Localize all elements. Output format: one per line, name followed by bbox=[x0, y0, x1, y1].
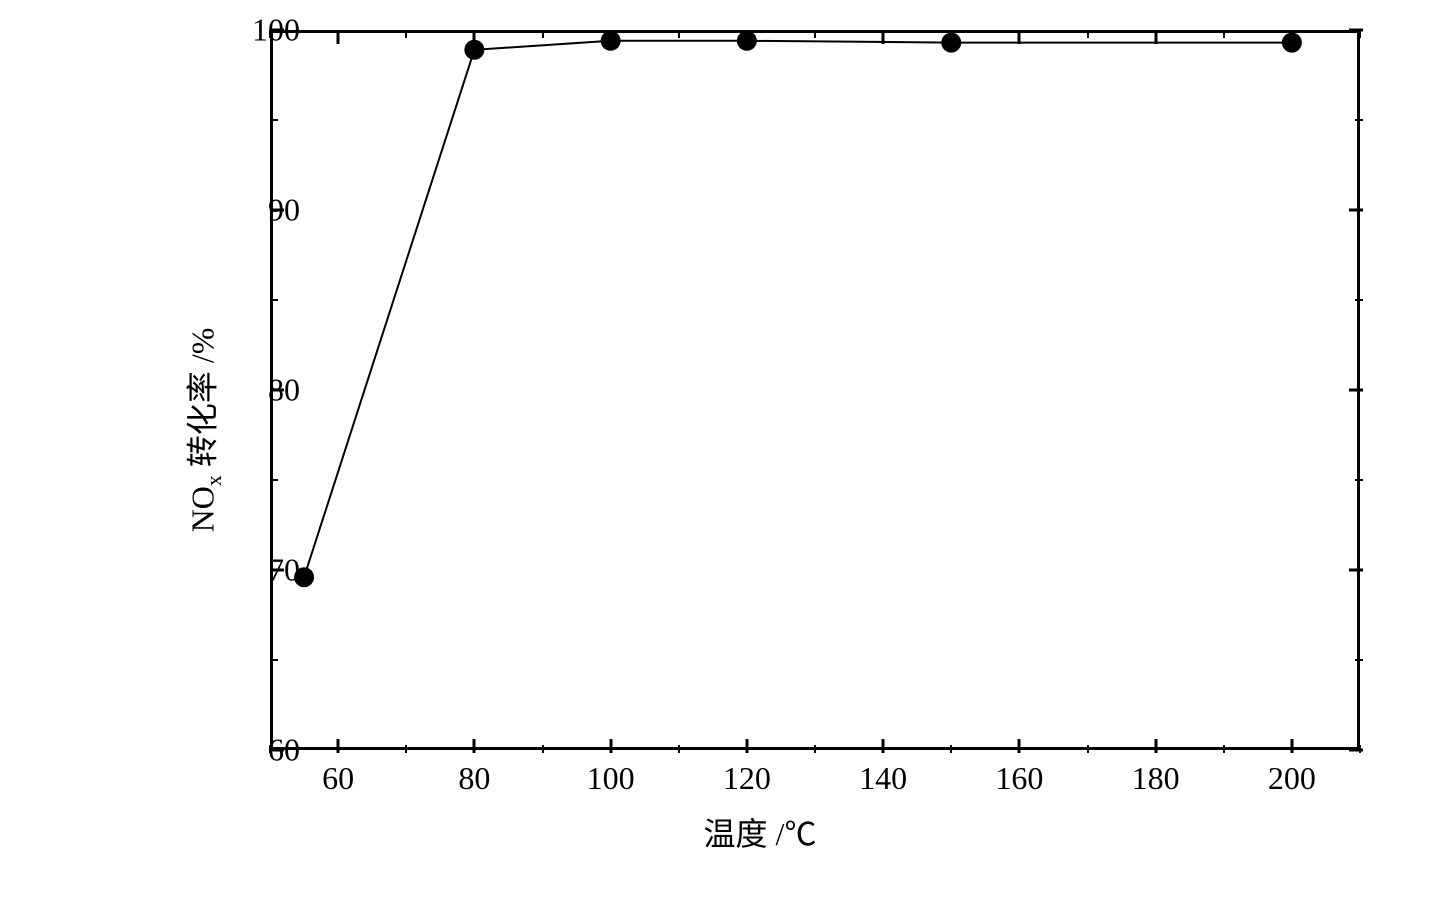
chart-container: NOx 转化率 /% 60708090100608010012014016018… bbox=[120, 20, 1400, 840]
data-series bbox=[270, 30, 1360, 750]
y-axis-label: NOx 转化率 /% bbox=[178, 328, 227, 533]
x-axis-label: 温度 /℃ bbox=[704, 809, 817, 855]
